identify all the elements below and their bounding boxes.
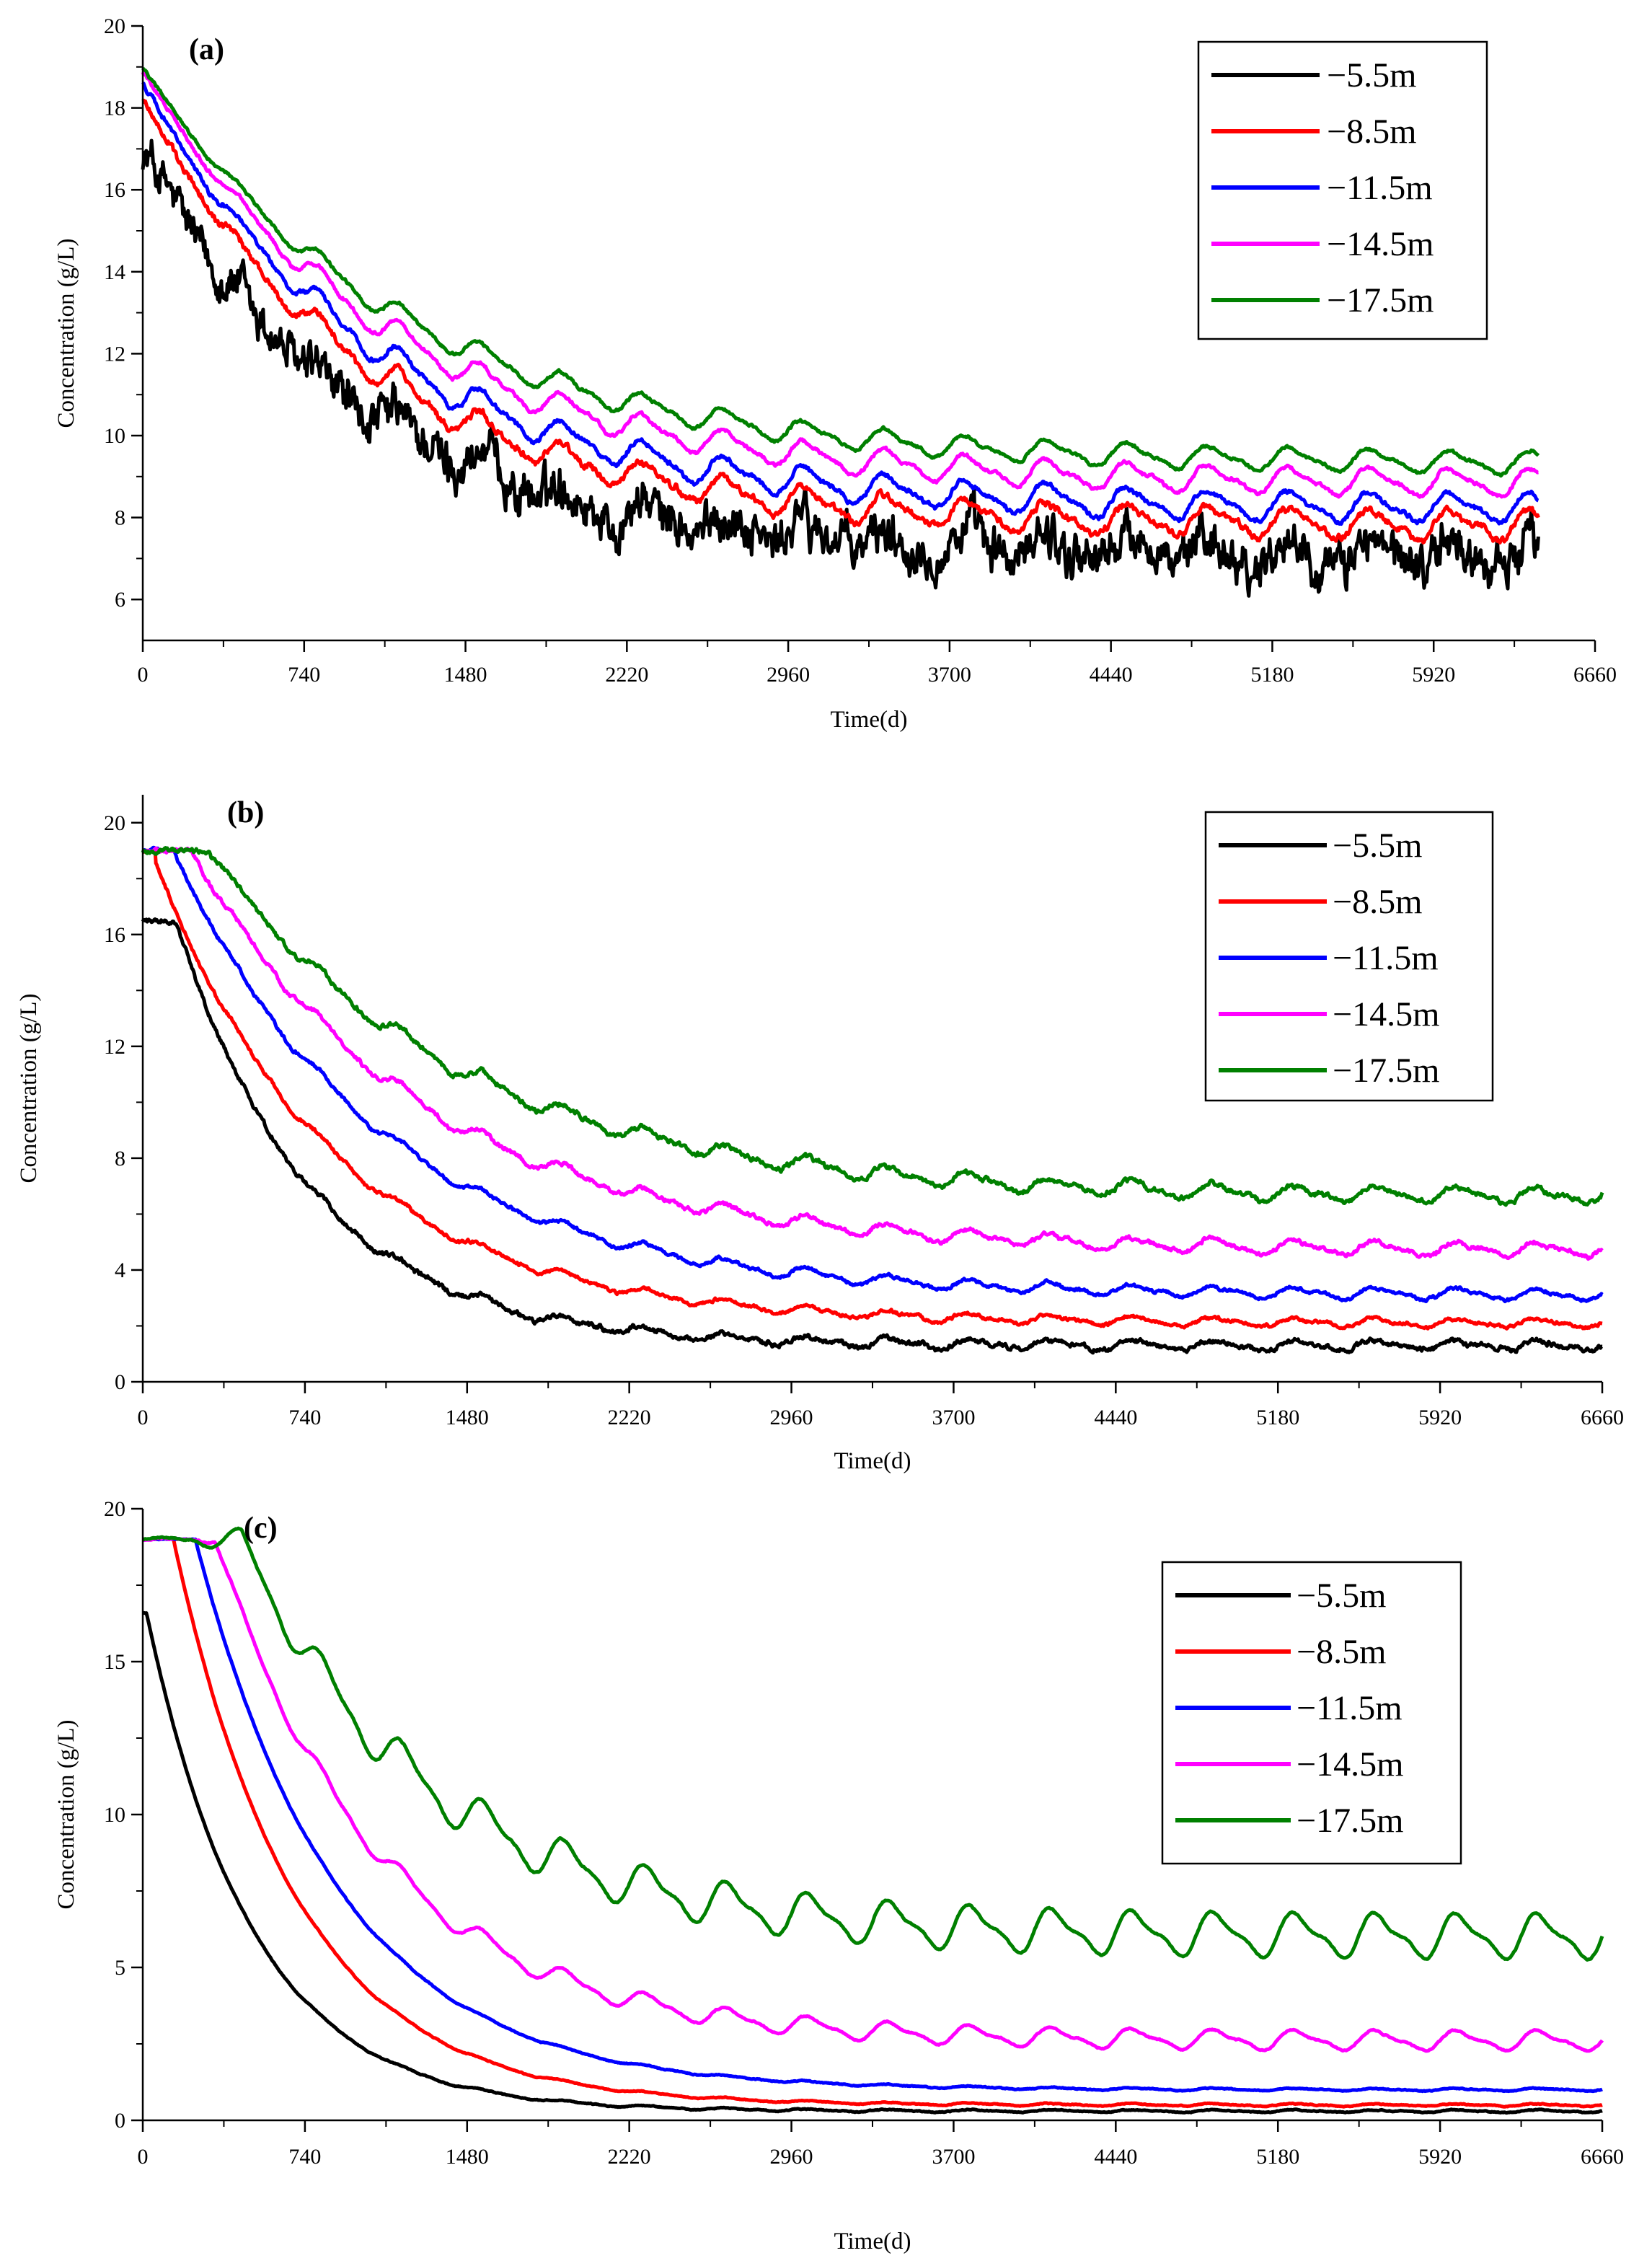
legend-label: −5.5m	[1327, 56, 1416, 94]
y-tick-label: 20	[104, 14, 125, 38]
legend-label: −14.5m	[1333, 995, 1439, 1033]
series-line	[141, 847, 1604, 1331]
y-tick-label: 15	[104, 1650, 125, 1674]
panel-label: (c)	[244, 1512, 278, 1545]
y-tick-label: 0	[115, 2109, 125, 2133]
legend-label: −17.5m	[1327, 281, 1434, 319]
series-line	[141, 1610, 1604, 2115]
legend-label: −17.5m	[1333, 1052, 1439, 1090]
panel-label: (a)	[189, 33, 224, 66]
y-tick-label: 0	[115, 1370, 125, 1394]
x-tick-label: 0	[138, 2145, 149, 2169]
y-tick-label: 5	[115, 1956, 125, 1980]
series-line	[141, 81, 1540, 526]
legend-label: −14.5m	[1327, 225, 1434, 263]
x-axis-title: Time(d)	[834, 2228, 911, 2254]
y-tick-label: 16	[104, 178, 125, 202]
series-line	[141, 845, 1604, 1303]
x-tick-label: 740	[288, 663, 320, 687]
x-tick-label: 4440	[1094, 1406, 1137, 1429]
series-line	[141, 1537, 1604, 2094]
panel-label: (b)	[227, 796, 264, 829]
x-tick-label: 1480	[446, 2145, 489, 2169]
x-tick-label: 5180	[1256, 1406, 1299, 1429]
chart-panel-c: 0 740 1480 2220 2960 3700 4440 5180 5920 6660 0 5 10…	[53, 1497, 1624, 2254]
x-axis-title: Time(d)	[831, 707, 908, 733]
legend-label: −8.5m	[1333, 883, 1422, 921]
legend-label: −11.5m	[1327, 169, 1433, 207]
series-line	[141, 71, 1540, 499]
y-tick-label: 18	[104, 97, 125, 120]
x-tick-label: 2220	[608, 1406, 651, 1429]
x-tick-label: 6660	[1581, 2145, 1624, 2169]
y-axis-title: Concentration (g/L)	[53, 1719, 79, 1909]
legend-label: −17.5m	[1297, 1802, 1403, 1840]
legend-label: −11.5m	[1297, 1689, 1403, 1727]
x-tick-label: 0	[138, 663, 149, 687]
x-tick-label: 6660	[1573, 663, 1617, 687]
y-tick-label: 20	[104, 1497, 125, 1521]
x-axis-title: Time(d)	[834, 1448, 911, 1474]
y-tick-label: 8	[115, 1147, 125, 1171]
x-tick-label: 2220	[608, 2145, 651, 2169]
x-tick-label: 5920	[1418, 1406, 1462, 1429]
x-tick-label: 740	[288, 2145, 321, 2169]
x-tick-label: 3700	[932, 2145, 975, 2169]
series-line	[141, 66, 1540, 478]
x-tick-label: 0	[138, 1406, 149, 1429]
y-tick-label: 16	[104, 923, 125, 947]
y-tick-label: 6	[115, 588, 125, 612]
x-tick-label: 6660	[1581, 1406, 1624, 1429]
series-line	[141, 138, 1540, 598]
series-line	[141, 846, 1604, 1261]
series-line	[141, 1526, 1604, 1962]
legend-label: −8.5m	[1297, 1633, 1386, 1671]
series-line	[141, 917, 1604, 1355]
y-tick-label: 10	[104, 424, 125, 448]
y-tick-label: 10	[104, 1803, 125, 1827]
legend-label: −14.5m	[1297, 1745, 1403, 1784]
legend-box	[1197, 40, 1488, 340]
legend-label: −5.5m	[1333, 826, 1422, 865]
x-tick-label: 5180	[1256, 2145, 1299, 2169]
x-tick-label: 5180	[1250, 663, 1294, 687]
x-tick-label: 740	[288, 1406, 321, 1429]
x-tick-label: 5920	[1418, 2145, 1462, 2169]
x-tick-label: 2960	[770, 2145, 813, 2169]
x-tick-label: 3700	[932, 1406, 975, 1429]
y-tick-label: 4	[115, 1258, 125, 1282]
x-tick-label: 1480	[446, 1406, 489, 1429]
y-axis-title: Concentration (g/L)	[53, 238, 79, 428]
y-tick-label: 12	[104, 342, 125, 366]
y-tick-label: 8	[115, 506, 125, 530]
x-tick-label: 4440	[1090, 663, 1133, 687]
y-tick-label: 12	[104, 1035, 125, 1059]
legend-box	[1161, 1561, 1462, 1865]
y-tick-label: 20	[104, 811, 125, 835]
series-line	[141, 1537, 1604, 2109]
legend-label: −8.5m	[1327, 113, 1416, 151]
legend: −5.5m −8.5m −11.5m −14.5m −17.5m	[1204, 811, 1494, 1102]
chart-panel-b: 0 740 1480 2220 2960 3700 4440 5180 5920 6660 0 4 8 1…	[16, 795, 1624, 1474]
y-tick-label: 14	[104, 260, 125, 284]
legend: −5.5m −8.5m −11.5m −14.5m −17.5m	[1161, 1561, 1462, 1865]
y-axis-title: Concentration (g/L)	[16, 993, 42, 1183]
x-tick-label: 2960	[770, 1406, 813, 1429]
x-tick-label: 5920	[1412, 663, 1455, 687]
legend-label: −11.5m	[1333, 939, 1439, 977]
x-tick-label: 3700	[928, 663, 971, 687]
x-tick-label: 2220	[605, 663, 648, 687]
chart-panel-a: 0 740 1480 2220 2960 3700 4440 5180 5920 6660 6 8 10…	[53, 14, 1617, 733]
x-tick-label: 1480	[444, 663, 487, 687]
series-line	[141, 846, 1604, 1207]
x-tick-label: 2960	[767, 663, 810, 687]
legend: −5.5m −8.5m −11.5m −14.5m −17.5m	[1197, 40, 1488, 340]
x-tick-label: 4440	[1094, 2145, 1137, 2169]
series-line	[141, 98, 1540, 545]
legend-label: −5.5m	[1297, 1577, 1386, 1615]
series-line	[141, 1535, 1604, 2053]
